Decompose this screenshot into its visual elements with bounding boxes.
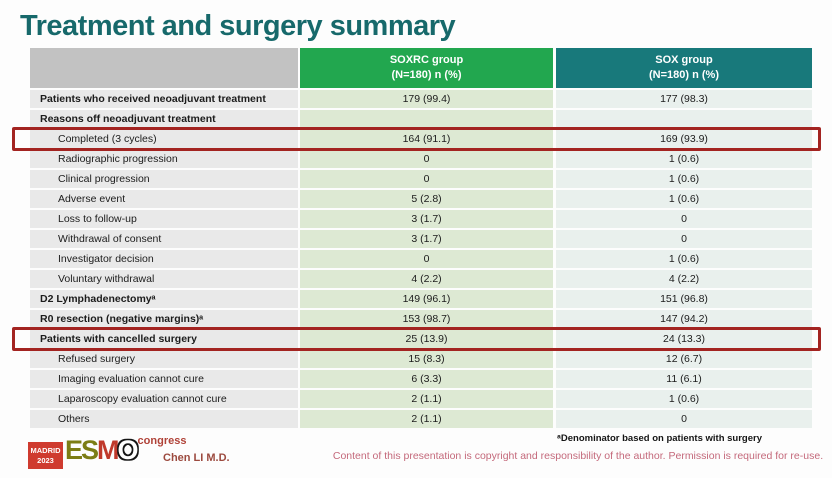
- table-row: Patients with cancelled surgery 25 (13.9…: [12, 327, 821, 351]
- table-row: Loss to follow-up 3 (1.7) 0: [30, 210, 812, 230]
- label-column-header: [30, 48, 298, 88]
- row-label: Loss to follow-up: [30, 210, 298, 228]
- row-label: D2 Lymphadenectomyᵃ: [30, 290, 298, 308]
- sox-group-n: (N=180) n (%): [649, 69, 719, 81]
- row-soxrc-value: 2 (1.1): [300, 410, 553, 428]
- row-sox-value: 1 (0.6): [556, 190, 812, 208]
- row-soxrc-value: 0: [300, 250, 553, 268]
- row-sox-value: 177 (98.3): [556, 90, 812, 108]
- author-name: Chen LI M.D.: [163, 452, 230, 464]
- row-label: Others: [30, 410, 298, 428]
- soxrc-group-name: SOXRC group: [389, 54, 464, 67]
- row-soxrc-value: 5 (2.8): [300, 190, 553, 208]
- row-soxrc-value: 3 (1.7): [300, 210, 553, 228]
- row-label: Completed (3 cycles): [30, 130, 298, 148]
- row-sox-value: 1 (0.6): [556, 150, 812, 168]
- row-label: Patients with cancelled surgery: [30, 330, 298, 348]
- row-label: Reasons off neoadjuvant treatment: [30, 110, 298, 128]
- table-body: Patients who received neoadjuvant treatm…: [12, 90, 821, 430]
- row-sox-value: 147 (94.2): [556, 310, 812, 328]
- row-label: Voluntary withdrawal: [30, 270, 298, 288]
- table-row: Voluntary withdrawal 4 (2.2) 4 (2.2): [30, 270, 812, 290]
- row-soxrc-value: 149 (96.1): [300, 290, 553, 308]
- table-row: Refused surgery 15 (8.3) 12 (6.7): [30, 350, 812, 370]
- row-sox-value: 11 (6.1): [556, 370, 812, 388]
- row-label: Withdrawal of consent: [30, 230, 298, 248]
- row-sox-value: 169 (93.9): [556, 130, 812, 148]
- row-sox-value: 151 (96.8): [556, 290, 812, 308]
- table-row: R0 resection (negative margins)ᵃ 153 (98…: [30, 310, 812, 330]
- badge-city: MADRID: [30, 446, 61, 456]
- esmo-letter-m: M: [97, 435, 119, 465]
- row-soxrc-value: 25 (13.9): [300, 330, 553, 348]
- row-sox-value: 0: [556, 410, 812, 428]
- row-sox-value: 1 (0.6): [556, 170, 812, 188]
- madrid-2023-badge: MADRID 2023: [28, 442, 63, 469]
- row-soxrc-value: 15 (8.3): [300, 350, 553, 368]
- row-label: Laparoscopy evaluation cannot cure: [30, 390, 298, 408]
- badge-year: 2023: [37, 455, 54, 465]
- row-label: Clinical progression: [30, 170, 298, 188]
- row-sox-value: 0: [556, 210, 812, 228]
- table-row: Adverse event 5 (2.8) 1 (0.6): [30, 190, 812, 210]
- row-soxrc-value: 6 (3.3): [300, 370, 553, 388]
- table-header: SOXRC group (N=180) n (%) SOX group (N=1…: [30, 48, 812, 88]
- row-soxrc-value: 4 (2.2): [300, 270, 553, 288]
- row-label: Adverse event: [30, 190, 298, 208]
- table-row: Others 2 (1.1) 0: [30, 410, 812, 430]
- congress-label: congress: [137, 435, 187, 447]
- row-sox-value: 1 (0.6): [556, 250, 812, 268]
- row-label: R0 resection (negative margins)ᵃ: [30, 310, 298, 328]
- esmo-congress-logo: MADRID 2023 ESMO congress: [28, 435, 187, 469]
- copyright-text: Content of this presentation is copyrigh…: [332, 450, 824, 462]
- row-soxrc-value: 0: [300, 170, 553, 188]
- soxrc-group-n: (N=180) n (%): [391, 69, 462, 81]
- table-row: Reasons off neoadjuvant treatment: [30, 110, 812, 130]
- row-label: Radiographic progression: [30, 150, 298, 168]
- sox-group-name: SOX group: [655, 54, 713, 67]
- row-soxrc-value: 164 (91.1): [300, 130, 553, 148]
- row-sox-value: 0: [556, 230, 812, 248]
- row-label: Refused surgery: [30, 350, 298, 368]
- table-row: D2 Lymphadenectomyᵃ 149 (96.1) 151 (96.8…: [30, 290, 812, 310]
- row-soxrc-value: 2 (1.1): [300, 390, 553, 408]
- row-sox-value: 24 (13.3): [556, 330, 812, 348]
- column-header-sox: SOX group (N=180) n (%): [556, 48, 812, 88]
- table-row: Withdrawal of consent 3 (1.7) 0: [30, 230, 812, 250]
- row-soxrc-value: 3 (1.7): [300, 230, 553, 248]
- esmo-letters-es: ES: [65, 435, 99, 465]
- table-row: Imaging evaluation cannot cure 6 (3.3) 1…: [30, 370, 812, 390]
- page-title: Treatment and surgery summary: [20, 10, 456, 42]
- row-label: Imaging evaluation cannot cure: [30, 370, 298, 388]
- row-label: Investigator decision: [30, 250, 298, 268]
- table-row: Completed (3 cycles) 164 (91.1) 169 (93.…: [12, 127, 821, 151]
- row-sox-value: 1 (0.6): [556, 390, 812, 408]
- row-label: Patients who received neoadjuvant treatm…: [30, 90, 298, 108]
- summary-table: SOXRC group (N=180) n (%) SOX group (N=1…: [12, 48, 821, 430]
- row-soxrc-value: [300, 110, 553, 128]
- table-row: Radiographic progression 0 1 (0.6): [30, 150, 812, 170]
- footnote: ᵃDenominator based on patients with surg…: [557, 433, 762, 444]
- table-row: Laparoscopy evaluation cannot cure 2 (1.…: [30, 390, 812, 410]
- esmo-wordmark: ESMO: [65, 435, 139, 465]
- column-header-soxrc: SOXRC group (N=180) n (%): [300, 48, 553, 88]
- esmo-letter-o: O: [117, 435, 139, 465]
- table-row: Patients who received neoadjuvant treatm…: [30, 90, 812, 110]
- row-soxrc-value: 179 (99.4): [300, 90, 553, 108]
- row-sox-value: 12 (6.7): [556, 350, 812, 368]
- row-soxrc-value: 153 (98.7): [300, 310, 553, 328]
- row-sox-value: 4 (2.2): [556, 270, 812, 288]
- table-row: Clinical progression 0 1 (0.6): [30, 170, 812, 190]
- row-sox-value: [556, 110, 812, 128]
- table-row: Investigator decision 0 1 (0.6): [30, 250, 812, 270]
- row-soxrc-value: 0: [300, 150, 553, 168]
